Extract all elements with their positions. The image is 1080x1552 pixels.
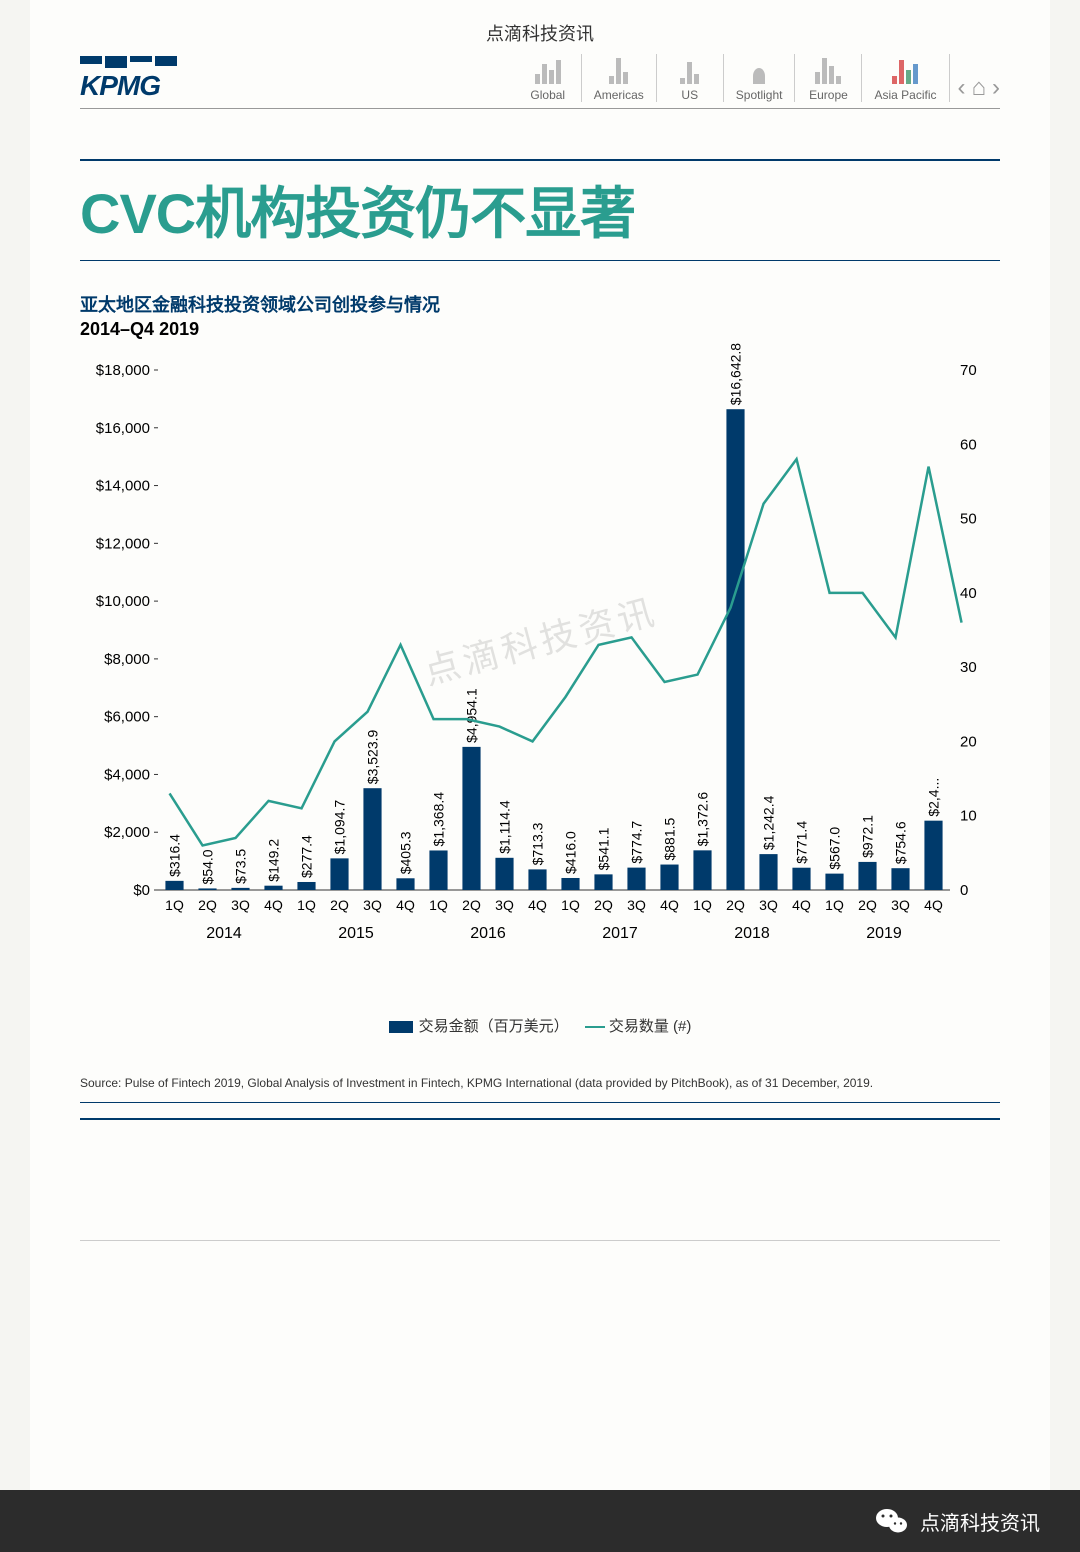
- svg-text:50: 50: [960, 511, 977, 528]
- svg-text:$0: $0: [133, 882, 150, 899]
- svg-text:$405.3: $405.3: [398, 831, 414, 874]
- nav-europe[interactable]: Europe: [795, 54, 862, 102]
- svg-text:$18,000: $18,000: [96, 362, 150, 379]
- svg-text:$754.6: $754.6: [893, 821, 909, 864]
- nav: Global Americas US Spotlight Europe Asia…: [515, 54, 1000, 102]
- legend: 交易金额（百万美元） 交易数量 (#): [80, 1015, 1000, 1036]
- chart-subtitle: 亚太地区金融科技投资领域公司创投参与情况: [80, 291, 1000, 317]
- svg-text:1Q: 1Q: [165, 897, 184, 913]
- svg-text:2Q: 2Q: [330, 897, 349, 913]
- svg-text:30: 30: [960, 659, 977, 676]
- svg-text:$1,094.7: $1,094.7: [332, 800, 348, 855]
- svg-text:20: 20: [960, 733, 977, 750]
- svg-text:$713.3: $713.3: [530, 822, 546, 865]
- footer-text: 点滴科技资讯: [920, 1507, 1040, 1536]
- svg-text:2015: 2015: [338, 925, 374, 942]
- svg-text:1Q: 1Q: [429, 897, 448, 913]
- svg-text:4Q: 4Q: [924, 897, 943, 913]
- svg-text:$10,000: $10,000: [96, 593, 150, 610]
- svg-text:3Q: 3Q: [363, 897, 382, 913]
- chart: 点滴科技资讯 $0$2,000$4,000$6,000$8,000$10,000…: [80, 360, 1000, 980]
- svg-text:$14,000: $14,000: [96, 478, 150, 495]
- svg-text:$972.1: $972.1: [860, 815, 876, 858]
- nav-global[interactable]: Global: [515, 54, 582, 102]
- legend-line-swatch: [585, 1026, 605, 1028]
- svg-text:2Q: 2Q: [858, 897, 877, 913]
- svg-text:3Q: 3Q: [495, 897, 514, 913]
- svg-text:$16,000: $16,000: [96, 420, 150, 437]
- svg-text:$1,372.6: $1,372.6: [695, 792, 711, 847]
- svg-text:2018: 2018: [734, 925, 770, 942]
- svg-text:3Q: 3Q: [891, 897, 910, 913]
- svg-text:2017: 2017: [602, 925, 638, 942]
- svg-text:$4,954.1: $4,954.1: [464, 688, 480, 743]
- home-icon[interactable]: ⌂: [972, 74, 987, 102]
- svg-text:$2,4...: $2,4...: [926, 778, 942, 817]
- chart-period: 2014–Q4 2019: [80, 319, 1000, 340]
- svg-text:$3,523.9: $3,523.9: [365, 729, 381, 784]
- svg-text:3Q: 3Q: [759, 897, 778, 913]
- svg-text:4Q: 4Q: [660, 897, 679, 913]
- nav-spotlight[interactable]: Spotlight: [724, 54, 796, 102]
- nav-next-icon[interactable]: ›: [992, 74, 1000, 102]
- svg-text:$54.0: $54.0: [200, 849, 216, 884]
- svg-text:2Q: 2Q: [462, 897, 481, 913]
- nav-prev-icon[interactable]: ‹: [958, 74, 966, 102]
- svg-text:$8,000: $8,000: [104, 651, 150, 668]
- nav-us[interactable]: US: [657, 54, 724, 102]
- svg-text:2Q: 2Q: [726, 897, 745, 913]
- svg-text:$73.5: $73.5: [233, 849, 249, 884]
- svg-text:4Q: 4Q: [396, 897, 415, 913]
- svg-text:$2,000: $2,000: [104, 824, 150, 841]
- svg-text:70: 70: [960, 362, 977, 379]
- footer: 点滴科技资讯: [0, 1490, 1080, 1552]
- svg-text:$316.4: $316.4: [167, 834, 183, 877]
- nav-asia-pacific[interactable]: Asia Pacific: [862, 54, 949, 102]
- svg-text:$16,642.8: $16,642.8: [728, 343, 744, 405]
- svg-text:1Q: 1Q: [297, 897, 316, 913]
- svg-text:60: 60: [960, 436, 977, 453]
- svg-text:4Q: 4Q: [264, 897, 283, 913]
- svg-text:$6,000: $6,000: [104, 709, 150, 726]
- svg-text:4Q: 4Q: [528, 897, 547, 913]
- svg-text:4Q: 4Q: [792, 897, 811, 913]
- svg-text:$541.1: $541.1: [596, 827, 612, 870]
- svg-text:$1,242.4: $1,242.4: [761, 795, 777, 850]
- svg-text:$771.4: $771.4: [794, 821, 810, 864]
- svg-text:1Q: 1Q: [693, 897, 712, 913]
- svg-text:10: 10: [960, 808, 977, 825]
- svg-text:$1,368.4: $1,368.4: [431, 792, 447, 847]
- svg-text:3Q: 3Q: [627, 897, 646, 913]
- kpmg-logo: KPMG: [80, 56, 177, 102]
- nav-americas[interactable]: Americas: [582, 54, 657, 102]
- svg-text:$416.0: $416.0: [563, 831, 579, 874]
- svg-text:1Q: 1Q: [825, 897, 844, 913]
- source-text: Source: Pulse of Fintech 2019, Global An…: [80, 1076, 1000, 1103]
- svg-text:$12,000: $12,000: [96, 535, 150, 552]
- legend-line-label: 交易数量 (#): [609, 1018, 692, 1035]
- svg-text:3Q: 3Q: [231, 897, 250, 913]
- svg-text:1Q: 1Q: [561, 897, 580, 913]
- svg-text:2019: 2019: [866, 925, 902, 942]
- svg-text:40: 40: [960, 585, 977, 602]
- svg-text:2014: 2014: [206, 925, 242, 942]
- legend-bar-label: 交易金额（百万美元）: [419, 1018, 569, 1035]
- svg-text:0: 0: [960, 882, 968, 899]
- wechat-icon: [876, 1507, 908, 1535]
- page-title: CVC机构投资仍不显著: [80, 169, 1000, 250]
- svg-text:$774.7: $774.7: [629, 821, 645, 864]
- svg-text:$277.4: $277.4: [299, 835, 315, 878]
- svg-text:2Q: 2Q: [594, 897, 613, 913]
- svg-text:$881.5: $881.5: [662, 818, 678, 861]
- header-watermark: 点滴科技资讯: [80, 20, 1000, 46]
- svg-text:$567.0: $567.0: [827, 827, 843, 870]
- svg-text:$1,114.4: $1,114.4: [497, 800, 513, 854]
- svg-text:2016: 2016: [470, 925, 506, 942]
- legend-bar-swatch: [389, 1021, 413, 1033]
- header: KPMG Global Americas US Spotlight Europe: [80, 54, 1000, 109]
- svg-text:$149.2: $149.2: [266, 839, 282, 882]
- svg-text:$4,000: $4,000: [104, 766, 150, 783]
- svg-text:2Q: 2Q: [198, 897, 217, 913]
